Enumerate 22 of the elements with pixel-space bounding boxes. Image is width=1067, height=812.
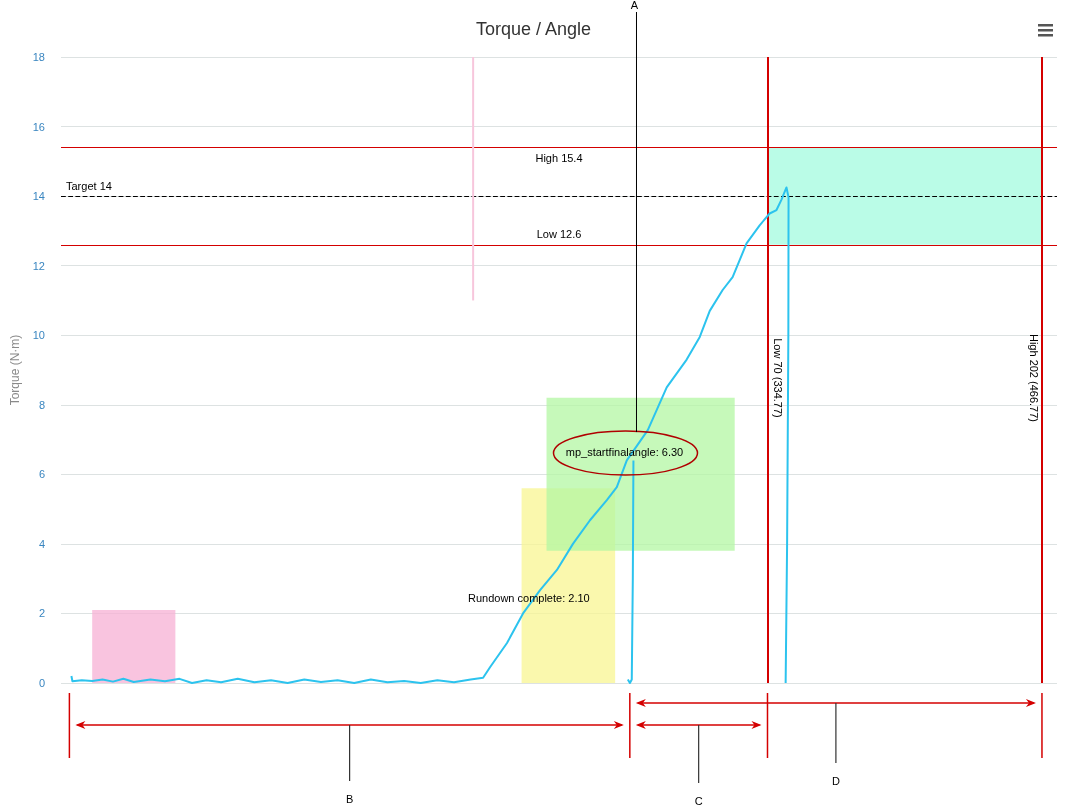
text: C xyxy=(694,795,703,807)
y-tick-label: 2 xyxy=(38,607,45,620)
chart-title: Torque / Angle xyxy=(475,19,592,39)
y-tick-label: 14 xyxy=(32,190,45,203)
text: B xyxy=(345,793,354,805)
ref-line-label: High 202 (466.77) xyxy=(1028,333,1041,423)
ref-line-label: Low 70 (334.77) xyxy=(771,338,784,418)
ref-line-label: Target 14 xyxy=(66,179,112,192)
y-tick-label: 10 xyxy=(32,329,45,342)
y-tick-label: 0 xyxy=(38,677,45,689)
y-tick-label: 6 xyxy=(38,468,45,481)
y-axis-title: Torque (N·m) xyxy=(8,334,22,406)
y-tick-label: 12 xyxy=(32,259,45,272)
ref-line-label: High 15.4 xyxy=(535,151,583,164)
text: D xyxy=(831,775,840,787)
y-tick-label: 18 xyxy=(32,51,45,63)
y-tick-label: 4 xyxy=(38,537,45,550)
y-tick-label: 8 xyxy=(38,398,45,411)
ref-line-label: Low 12.6 xyxy=(536,228,582,241)
line-series xyxy=(626,459,635,684)
y-tick-label: 16 xyxy=(32,120,45,133)
text: A xyxy=(630,0,639,11)
